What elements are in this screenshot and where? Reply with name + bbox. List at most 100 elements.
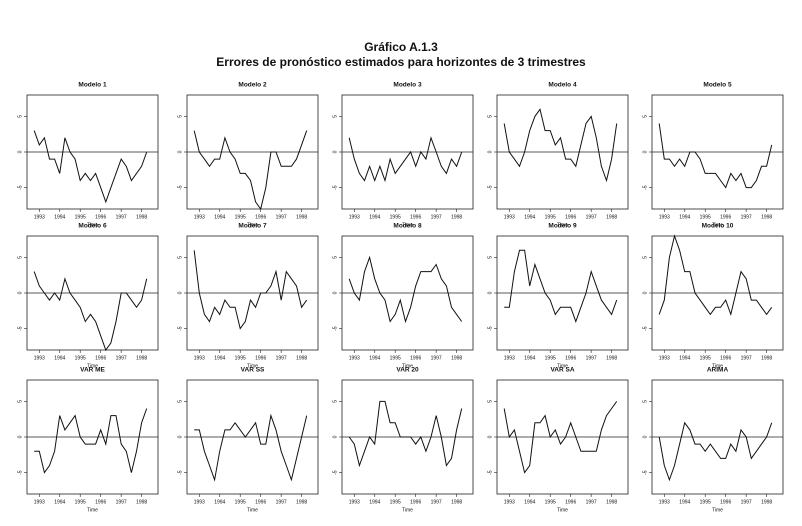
- x-tick-label: 1994: [54, 499, 65, 505]
- x-tick-label: 1995: [545, 214, 556, 220]
- y-tick-label: -5: [177, 185, 183, 190]
- series-line: [348, 400, 463, 468]
- x-tick-label: 1993: [504, 214, 515, 220]
- y-tick-label: -5: [642, 185, 648, 190]
- x-tick-label: 1994: [679, 499, 690, 505]
- x-tick-label: 1996: [565, 214, 576, 220]
- figure-title: Gráfico A.1.3: [364, 40, 438, 54]
- series-line: [34, 408, 148, 474]
- y-tick-label: 5: [642, 115, 648, 118]
- y-tick-label: -5: [17, 470, 23, 475]
- x-tick-label: 1995: [545, 499, 556, 505]
- y-tick-label: -5: [17, 326, 23, 331]
- y-tick-label: 5: [177, 256, 183, 259]
- x-tick-label: 1994: [679, 214, 690, 220]
- x-tick-label: 1998: [296, 499, 307, 505]
- x-tick-label: 1996: [410, 499, 421, 505]
- x-tick-label: 1998: [451, 214, 462, 220]
- x-tick-label: 1994: [214, 499, 225, 505]
- series-line: [33, 130, 148, 204]
- x-axis-label: Time: [402, 222, 413, 228]
- x-tick-label: 1997: [431, 355, 442, 361]
- x-tick-label: 1997: [116, 355, 127, 361]
- series-line: [193, 130, 308, 211]
- x-tick-label: 1997: [586, 499, 597, 505]
- y-tick-label: -5: [487, 326, 493, 331]
- y-tick-label: 0: [642, 435, 648, 438]
- panel-title: Modelo 9: [548, 223, 577, 230]
- x-axis-label: Time: [87, 222, 98, 228]
- y-tick-label: -5: [332, 326, 338, 331]
- panel-title: Modelo 10: [702, 223, 734, 230]
- y-tick-label: 5: [642, 256, 648, 259]
- series-line: [503, 108, 618, 183]
- x-tick-label: 1998: [606, 214, 617, 220]
- panel-title: Modelo 3: [393, 82, 422, 89]
- x-tick-label: 1995: [545, 355, 556, 361]
- x-tick-label: 1995: [75, 499, 86, 505]
- panel-title: Modelo 8: [393, 223, 422, 230]
- x-axis-label: Time: [557, 222, 568, 228]
- y-tick-label: -5: [642, 470, 648, 475]
- x-tick-label: 1993: [194, 355, 205, 361]
- y-tick-label: -5: [487, 185, 493, 190]
- x-axis-label: Time: [557, 363, 568, 369]
- x-tick-label: 1998: [606, 499, 617, 505]
- x-tick-label: 1995: [235, 214, 246, 220]
- x-tick-label: 1996: [255, 499, 266, 505]
- panel-title: Modelo 2: [238, 82, 267, 89]
- series-line: [194, 413, 308, 482]
- series-line: [658, 123, 773, 189]
- y-tick-label: 0: [487, 435, 493, 438]
- x-axis-label: Time: [712, 363, 723, 369]
- x-axis-label: Time: [87, 507, 98, 513]
- series-line: [193, 250, 308, 330]
- y-tick-label: 0: [177, 435, 183, 438]
- x-tick-label: 1996: [410, 355, 421, 361]
- x-tick-label: 1996: [565, 499, 576, 505]
- panel-title: VAR 20: [396, 367, 419, 374]
- y-tick-label: 0: [17, 150, 23, 153]
- y-tick-label: 0: [17, 435, 23, 438]
- y-tick-label: 5: [17, 400, 23, 403]
- x-axis-label: Time: [247, 222, 258, 228]
- series-line: [658, 421, 773, 482]
- x-tick-label: 1998: [761, 214, 772, 220]
- x-tick-label: 1993: [34, 355, 45, 361]
- x-tick-label: 1995: [235, 355, 246, 361]
- x-tick-label: 1994: [679, 355, 690, 361]
- x-tick-label: 1998: [761, 355, 772, 361]
- x-tick-label: 1997: [741, 355, 752, 361]
- x-tick-label: 1993: [659, 355, 670, 361]
- x-tick-label: 1997: [741, 214, 752, 220]
- y-tick-label: -5: [487, 470, 493, 475]
- x-tick-label: 1994: [369, 499, 380, 505]
- x-axis-label: Time: [87, 363, 98, 369]
- x-tick-label: 1995: [700, 499, 711, 505]
- x-axis-label: Time: [712, 222, 723, 228]
- x-tick-label: 1996: [95, 499, 106, 505]
- x-tick-label: 1996: [255, 214, 266, 220]
- x-tick-label: 1995: [235, 499, 246, 505]
- x-tick-label: 1997: [276, 214, 287, 220]
- x-tick-label: 1993: [34, 214, 45, 220]
- x-axis-label: Time: [247, 363, 258, 369]
- x-tick-label: 1997: [586, 214, 597, 220]
- x-tick-label: 1993: [659, 214, 670, 220]
- y-tick-label: -5: [332, 470, 338, 475]
- x-tick-label: 1993: [194, 214, 205, 220]
- y-tick-label: 5: [487, 115, 493, 118]
- y-tick-label: 0: [17, 291, 23, 294]
- y-tick-label: 0: [177, 291, 183, 294]
- series-line: [504, 249, 618, 323]
- x-tick-label: 1998: [451, 499, 462, 505]
- x-axis-label: Time: [247, 507, 258, 513]
- x-tick-label: 1993: [349, 214, 360, 220]
- x-tick-label: 1998: [761, 499, 772, 505]
- x-tick-label: 1996: [410, 214, 421, 220]
- panel-title: Modelo 5: [703, 82, 732, 89]
- x-tick-label: 1998: [296, 355, 307, 361]
- x-tick-label: 1993: [34, 499, 45, 505]
- y-tick-label: 5: [642, 400, 648, 403]
